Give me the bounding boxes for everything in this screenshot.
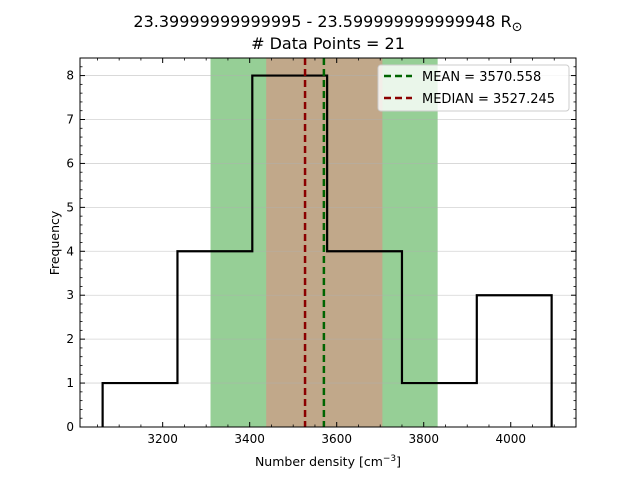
chart-title: 23.39999999999995 - 23.599999999999948 R… <box>133 12 522 35</box>
y-tick-label-5: 5 <box>66 200 74 214</box>
x-axis-label: Number density [cm−3] <box>255 454 401 469</box>
legend-label-0: MEAN = 3570.558 <box>422 70 541 85</box>
y-axis-label: Frequency <box>47 210 62 275</box>
y-tick-label-0: 0 <box>66 420 74 434</box>
legend-label-1: MEDIAN = 3527.245 <box>422 92 555 107</box>
x-axis-label-sup: −3 <box>383 454 396 464</box>
plot-area: 0 1 2 3 4 5 6 7 8 3200 3400 3600 3800 4000 MEAN = 3570… <box>66 57 577 446</box>
x-tick-label-3200: 3200 <box>147 432 178 446</box>
sun-symbol: ⊙ <box>512 20 523 35</box>
y-tick-label-2: 2 <box>66 332 74 346</box>
y-tick-label-4: 4 <box>66 244 74 258</box>
y-tick-label-8: 8 <box>66 69 74 83</box>
y-tick-label-7: 7 <box>66 113 74 127</box>
title-line1: 23.39999999999995 - 23.599999999999948 R <box>133 12 511 31</box>
histogram-outline <box>101 74 553 427</box>
legend: MEAN = 3570.558 MEDIAN = 3527.245 <box>377 64 570 112</box>
x-tick-label-4000: 4000 <box>495 432 526 446</box>
y-tick-label-1: 1 <box>66 376 74 390</box>
x-tick-label-3400: 3400 <box>234 432 265 446</box>
x-axis-label-main: Number density [cm <box>255 454 383 469</box>
x-tick-label-3600: 3600 <box>321 432 352 446</box>
x-axis-label-end: ] <box>396 454 401 469</box>
y-tick-label-6: 6 <box>66 156 74 170</box>
x-tick-label-3800: 3800 <box>408 432 439 446</box>
legend-box <box>377 64 570 112</box>
y-tick-label-3: 3 <box>66 288 74 302</box>
chart-subtitle: # Data Points = 21 <box>251 34 405 53</box>
